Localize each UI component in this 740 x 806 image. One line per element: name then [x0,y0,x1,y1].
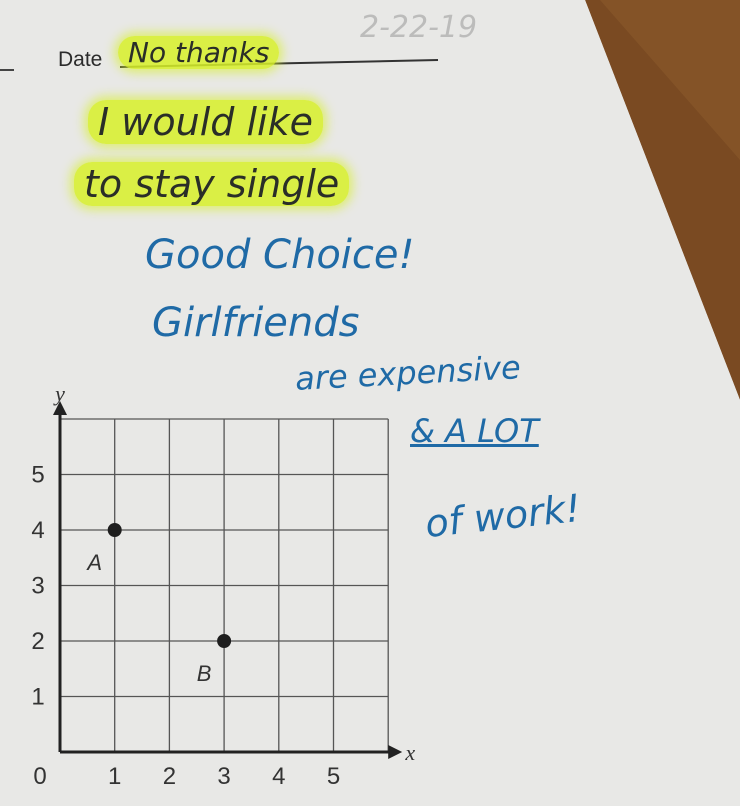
x-axis-label: x [404,740,415,765]
point-label-a: A [85,550,102,575]
x-tick-label: 2 [163,763,176,790]
teacher-line-1: Good Choice! [145,232,415,278]
x-tick-label: 5 [327,763,340,790]
y-tick-label: 1 [31,684,44,711]
y-axis-arrow [53,401,67,415]
y-tick-label: 2 [31,628,44,655]
point-label-b: B [197,661,212,686]
date-label: Date [58,48,103,71]
answer-line-1: I would like [88,100,323,144]
x-tick-label: 0 [33,763,46,790]
x-tick-label: 3 [217,763,230,790]
teacher-line-4: & A LOT [410,412,539,450]
x-tick-label: 4 [272,763,285,790]
teacher-line-2: Girlfriends [152,300,360,346]
answer-line-2: to stay single [74,162,350,206]
x-axis-arrow [388,745,403,759]
y-tick-label: 5 [31,462,44,489]
wood-grain [600,0,740,160]
x-tick-label: 1 [108,763,121,790]
point-b [217,634,232,648]
y-tick-label: 4 [31,517,44,544]
coordinate-grid: 0 1 2 3 4 5 1 2 3 4 5 y x A B [31,381,415,790]
date-answer: No thanks [118,36,280,69]
point-a [107,523,122,537]
pencil-date: 2-22-19 [360,10,478,45]
y-axis-label: y [53,381,65,406]
y-tick-label: 3 [31,573,44,600]
